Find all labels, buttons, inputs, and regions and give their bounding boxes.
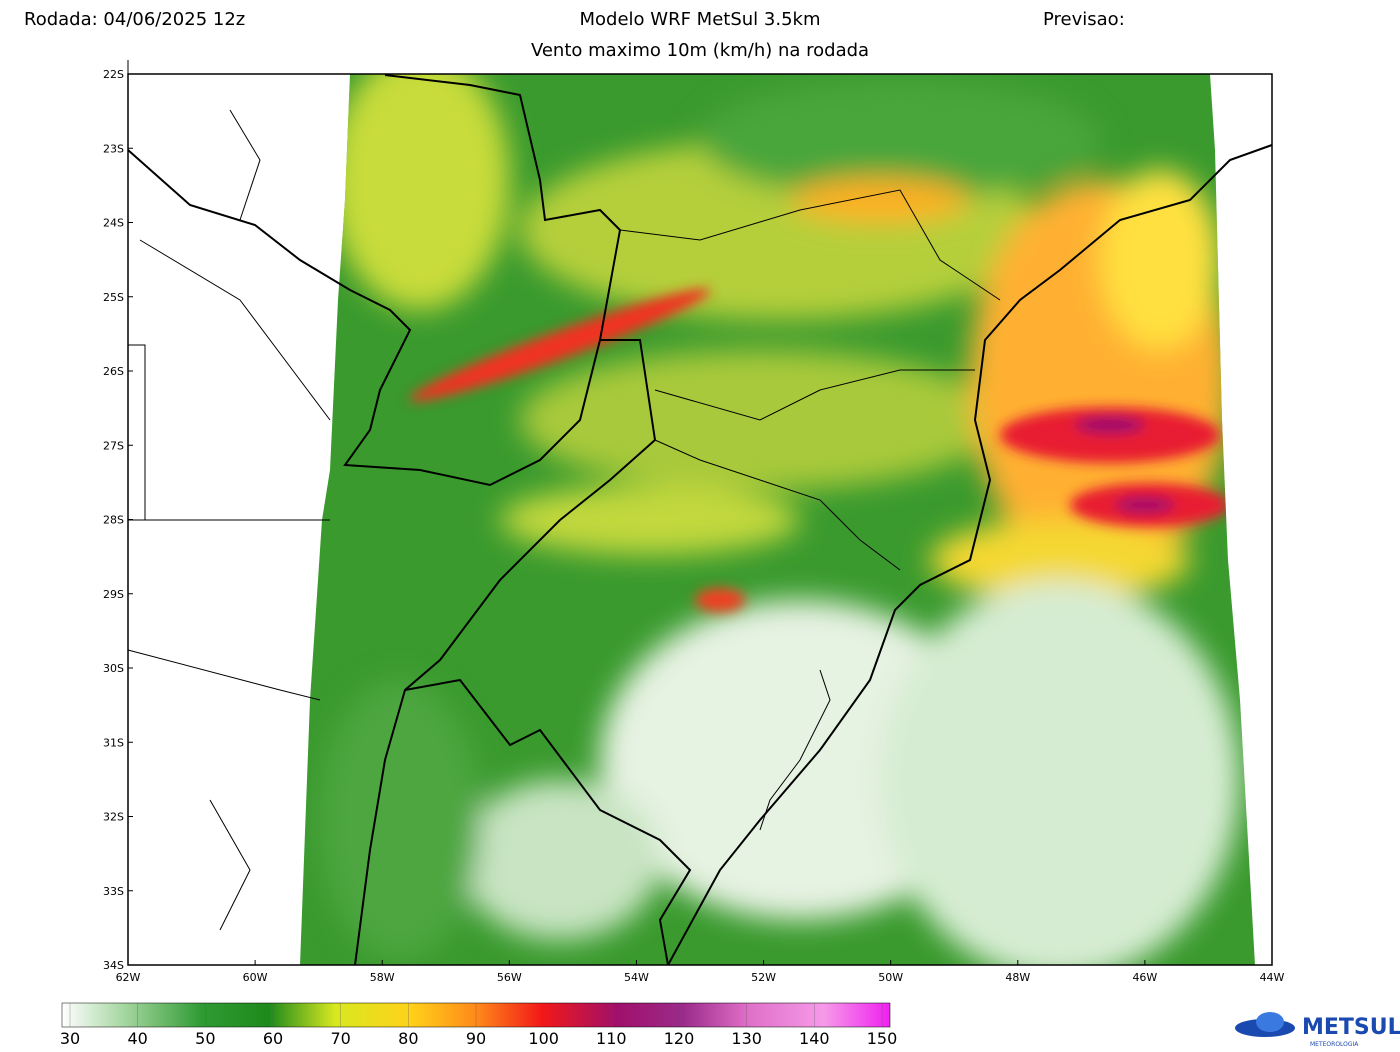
colorbar-label: 120 xyxy=(664,1029,695,1048)
colorbar-label: 40 xyxy=(127,1029,147,1048)
lat-label: 23S xyxy=(103,142,124,155)
colorbar-label: 150 xyxy=(867,1029,898,1048)
lon-label: 58W xyxy=(370,971,395,984)
lat-label: 28S xyxy=(103,514,124,527)
logo: METSUL METEOROLOGIA xyxy=(1235,1012,1400,1048)
colorbar-label: 110 xyxy=(596,1029,627,1048)
subtitle: Vento maximo 10m (km/h) na rodada xyxy=(531,40,869,61)
lat-label: 31S xyxy=(103,736,124,749)
lat-label: 25S xyxy=(103,291,124,304)
colorbar-label: 100 xyxy=(528,1029,559,1048)
lon-label: 54W xyxy=(624,971,649,984)
colorbar-label: 50 xyxy=(195,1029,215,1048)
lon-label: 44W xyxy=(1260,971,1285,984)
colorbar-label: 30 xyxy=(60,1029,80,1048)
colorbar-label: 130 xyxy=(731,1029,762,1048)
lon-label: 46W xyxy=(1132,971,1157,984)
lon-label: 60W xyxy=(243,971,268,984)
run-label: Rodada: 04/06/2025 12z xyxy=(24,9,245,30)
lon-label: 62W xyxy=(116,971,141,984)
colorbar-label: 140 xyxy=(799,1029,830,1048)
lat-label: 29S xyxy=(103,588,124,601)
lat-label: 30S xyxy=(103,662,124,675)
colorbar-ticks: 30 40 50 60 70 80 90 100 110 120 130 140 150 xyxy=(60,1003,897,1048)
lat-label: 26S xyxy=(103,365,124,378)
lat-label: 24S xyxy=(103,217,124,230)
lon-label: 50W xyxy=(878,971,903,984)
lon-label: 56W xyxy=(497,971,522,984)
logo-name: METSUL xyxy=(1302,1015,1400,1040)
lat-label: 34S xyxy=(103,959,124,972)
lat-label: 32S xyxy=(103,811,124,824)
title: Modelo WRF MetSul 3.5km xyxy=(580,9,821,30)
lat-label: 27S xyxy=(103,439,124,452)
logo-tagline: METEOROLOGIA xyxy=(1310,1041,1359,1048)
lat-label: 33S xyxy=(103,885,124,898)
colorbar-label: 90 xyxy=(466,1029,486,1048)
wind-field xyxy=(300,74,1255,965)
lat-label: 22S xyxy=(103,68,124,81)
forecast-label: Previsao: xyxy=(1043,9,1125,30)
colorbar-label: 60 xyxy=(263,1029,283,1048)
colorbar-label: 70 xyxy=(330,1029,350,1048)
lon-label: 52W xyxy=(751,971,776,984)
lon-label: 48W xyxy=(1005,971,1030,984)
axes: 22S23S24S25S26S27S28S29S30S31S32S33S34S6… xyxy=(103,68,1285,984)
colorbar-label: 80 xyxy=(398,1029,418,1048)
